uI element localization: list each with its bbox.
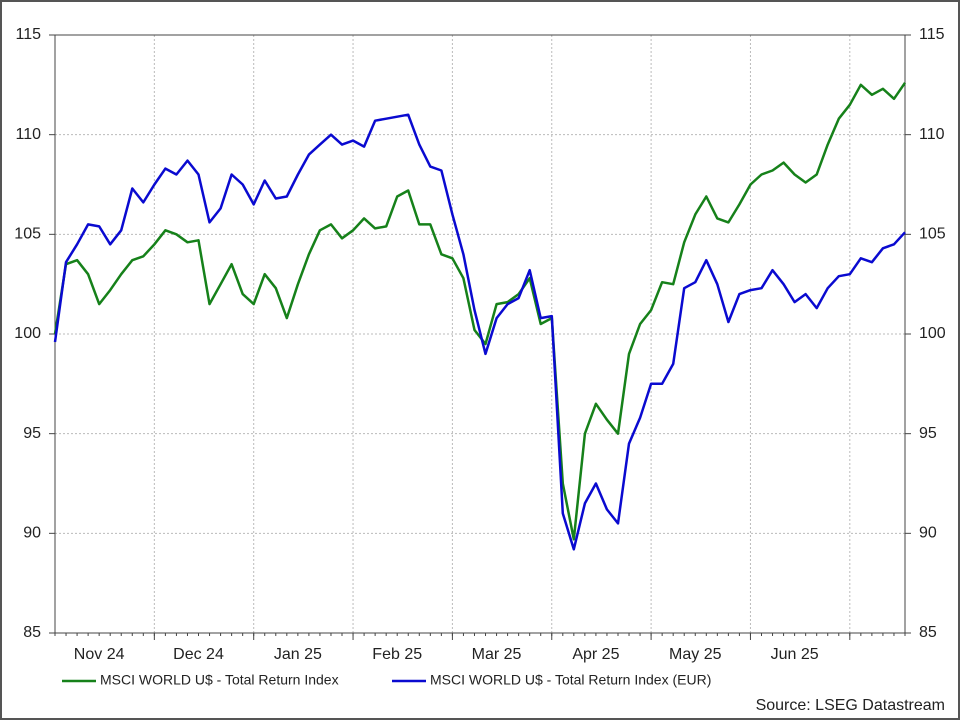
source-note: Source: LSEG Datastream: [756, 697, 945, 714]
y2-tick-label: 100: [919, 325, 946, 342]
y-tick-label: 105: [14, 226, 41, 243]
series-line: [53, 113, 906, 551]
x-tick-label: Jan 25: [274, 646, 322, 663]
y-tick-label: 85: [23, 624, 41, 641]
y2-tick-label: 115: [919, 26, 945, 43]
legend-label: MSCI WORLD U$ - Total Return Index (EUR): [430, 672, 711, 688]
y-tick-label: 90: [23, 525, 41, 542]
x-tick-label: May 25: [669, 646, 722, 663]
x-tick-label: Feb 25: [372, 646, 422, 663]
y2-tick-label: 105: [919, 226, 946, 243]
x-tick-label: Apr 25: [572, 646, 619, 663]
y2-tick-label: 85: [919, 624, 937, 641]
y-tick-label: 100: [14, 325, 41, 342]
y2-tick-label: 110: [919, 126, 945, 143]
y2-tick-label: 95: [919, 425, 937, 442]
x-tick-label: Nov 24: [74, 646, 125, 663]
y-tick-label: 110: [15, 126, 41, 143]
legend-label: MSCI WORLD U$ - Total Return Index: [100, 672, 339, 688]
x-tick-label: Jun 25: [771, 646, 819, 663]
x-tick-label: Dec 24: [173, 646, 224, 663]
y2-tick-label: 90: [919, 525, 937, 542]
y-tick-label: 115: [15, 26, 41, 43]
x-tick-label: Mar 25: [472, 646, 522, 663]
y-tick-label: 95: [23, 425, 41, 442]
